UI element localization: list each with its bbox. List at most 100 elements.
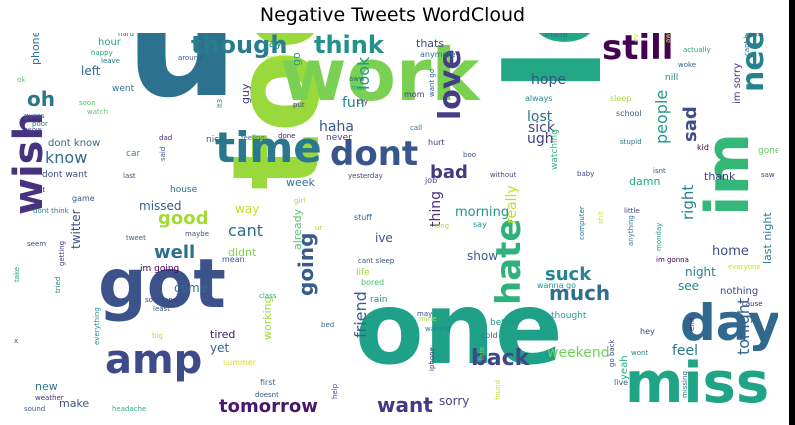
word-happy: happy [91,49,113,57]
word-seem: seem [27,240,46,248]
wordcloud-svg: todayu lol one work got im miss time day wish amp d… [7,33,778,417]
word-ugh: ugh [527,131,554,147]
word-another: another [266,54,293,62]
word-cause: cause [742,300,763,308]
word-isnt: isnt [653,167,666,175]
word-wanna-go: wanna go [537,281,576,290]
word-miss: miss [625,351,769,416]
word-year: year [142,54,158,62]
word-leave: leave [101,57,120,65]
word-mean: mean [222,255,245,264]
word-lol: lol [479,33,631,92]
word-end: end [688,318,696,331]
word-love: love [433,49,468,120]
word-call: call [410,124,422,132]
word-dad: dad [159,134,172,142]
word-woke: woke [678,61,696,69]
word-fun: fun [342,95,365,111]
word-summer: summer [223,358,257,367]
word-see: see [678,279,699,293]
word-watching: watching [550,129,560,170]
word-everyone: everyone [728,263,761,271]
word-mine: mine [419,315,437,323]
word-may: may [417,310,432,318]
word-one: one [355,270,563,387]
word-home: home [712,244,749,259]
word-hate: hate [489,219,529,305]
word-soon: soon [79,99,96,107]
word-come: come [174,281,207,295]
word-tweet: tweet [126,234,146,242]
word-kid: kid [697,143,709,152]
word-better: better [490,318,518,328]
word-got: got [98,245,226,324]
word-made: made [545,33,568,39]
word-doesnt: doesnt [255,391,279,399]
word-think: think [314,33,385,59]
word-sorry: sorry [439,394,469,408]
word-yesterday: yesterday [348,172,383,180]
word-hey: hey [640,327,655,336]
word-want: want [377,393,433,417]
word-man: man [351,84,367,92]
word-maybe: maybe [185,230,209,238]
word-actually: actually [683,46,711,54]
word-late: late [478,347,486,360]
word-want-go: want go [428,69,436,97]
word-stupid: stupid [620,138,642,146]
word-nothing: nothing [720,286,758,297]
word-anything: anything [627,215,635,246]
word-go: go [290,52,303,66]
word-tried: tried [54,277,62,293]
word-haha: haha [319,119,354,135]
word-always: always [525,94,552,103]
word-night: night [685,265,716,279]
word-today: today [208,33,347,190]
word-morning: morning [455,205,509,220]
word-make: make [59,397,89,410]
word-sleep: sleep [610,94,631,103]
word-life: life [356,268,370,278]
word-didnt: didnt [228,246,257,259]
word-work: work [280,33,481,117]
word-wow: wow [26,126,42,134]
word-wish: wish [7,112,52,215]
word-anymore: anymore [420,50,456,59]
word-ur: ur [315,224,322,232]
word-take: take [13,267,21,282]
word-watch: watch [87,108,108,116]
word-dont-know: dont know [48,138,100,149]
wordcloud-canvas: todayu lol one work got im miss time day wish amp d… [7,33,778,418]
word-left: left [81,64,101,78]
word-mom: mom [404,90,425,99]
word-good: good [158,208,209,229]
word-hurt: hurt [428,138,445,147]
word-aww: aww [349,75,365,83]
word-around: around [178,54,203,62]
word-feeling: feeling [241,134,265,142]
word-sound: sound [24,405,45,413]
word-found: found [494,380,502,400]
word-weekend: weekend [547,345,610,361]
word-though: though [191,33,287,59]
word-waiting: waiting [425,325,451,333]
chart-title: Negative Tweets WordCloud [259,4,526,26]
word-tomorrow: tomorrow [219,396,318,417]
word-suck: suck [545,264,592,285]
word-without: without [490,171,517,179]
word-twitter: twitter [69,209,83,249]
word-long: long [434,222,449,230]
word-say: say [473,220,487,229]
word-lost: lost [527,109,553,125]
word-going: going [294,233,318,296]
word-nill: nill [665,73,678,83]
word-day: day [680,294,778,352]
word-getting: getting [58,241,66,266]
word-shit: shit [597,211,605,224]
word-right: right [679,185,697,220]
word-done: done [278,132,295,140]
word-sick: sick [528,120,556,136]
word-bed: bed [321,321,334,329]
word-car: car [126,149,140,159]
word-say: say [263,37,282,50]
